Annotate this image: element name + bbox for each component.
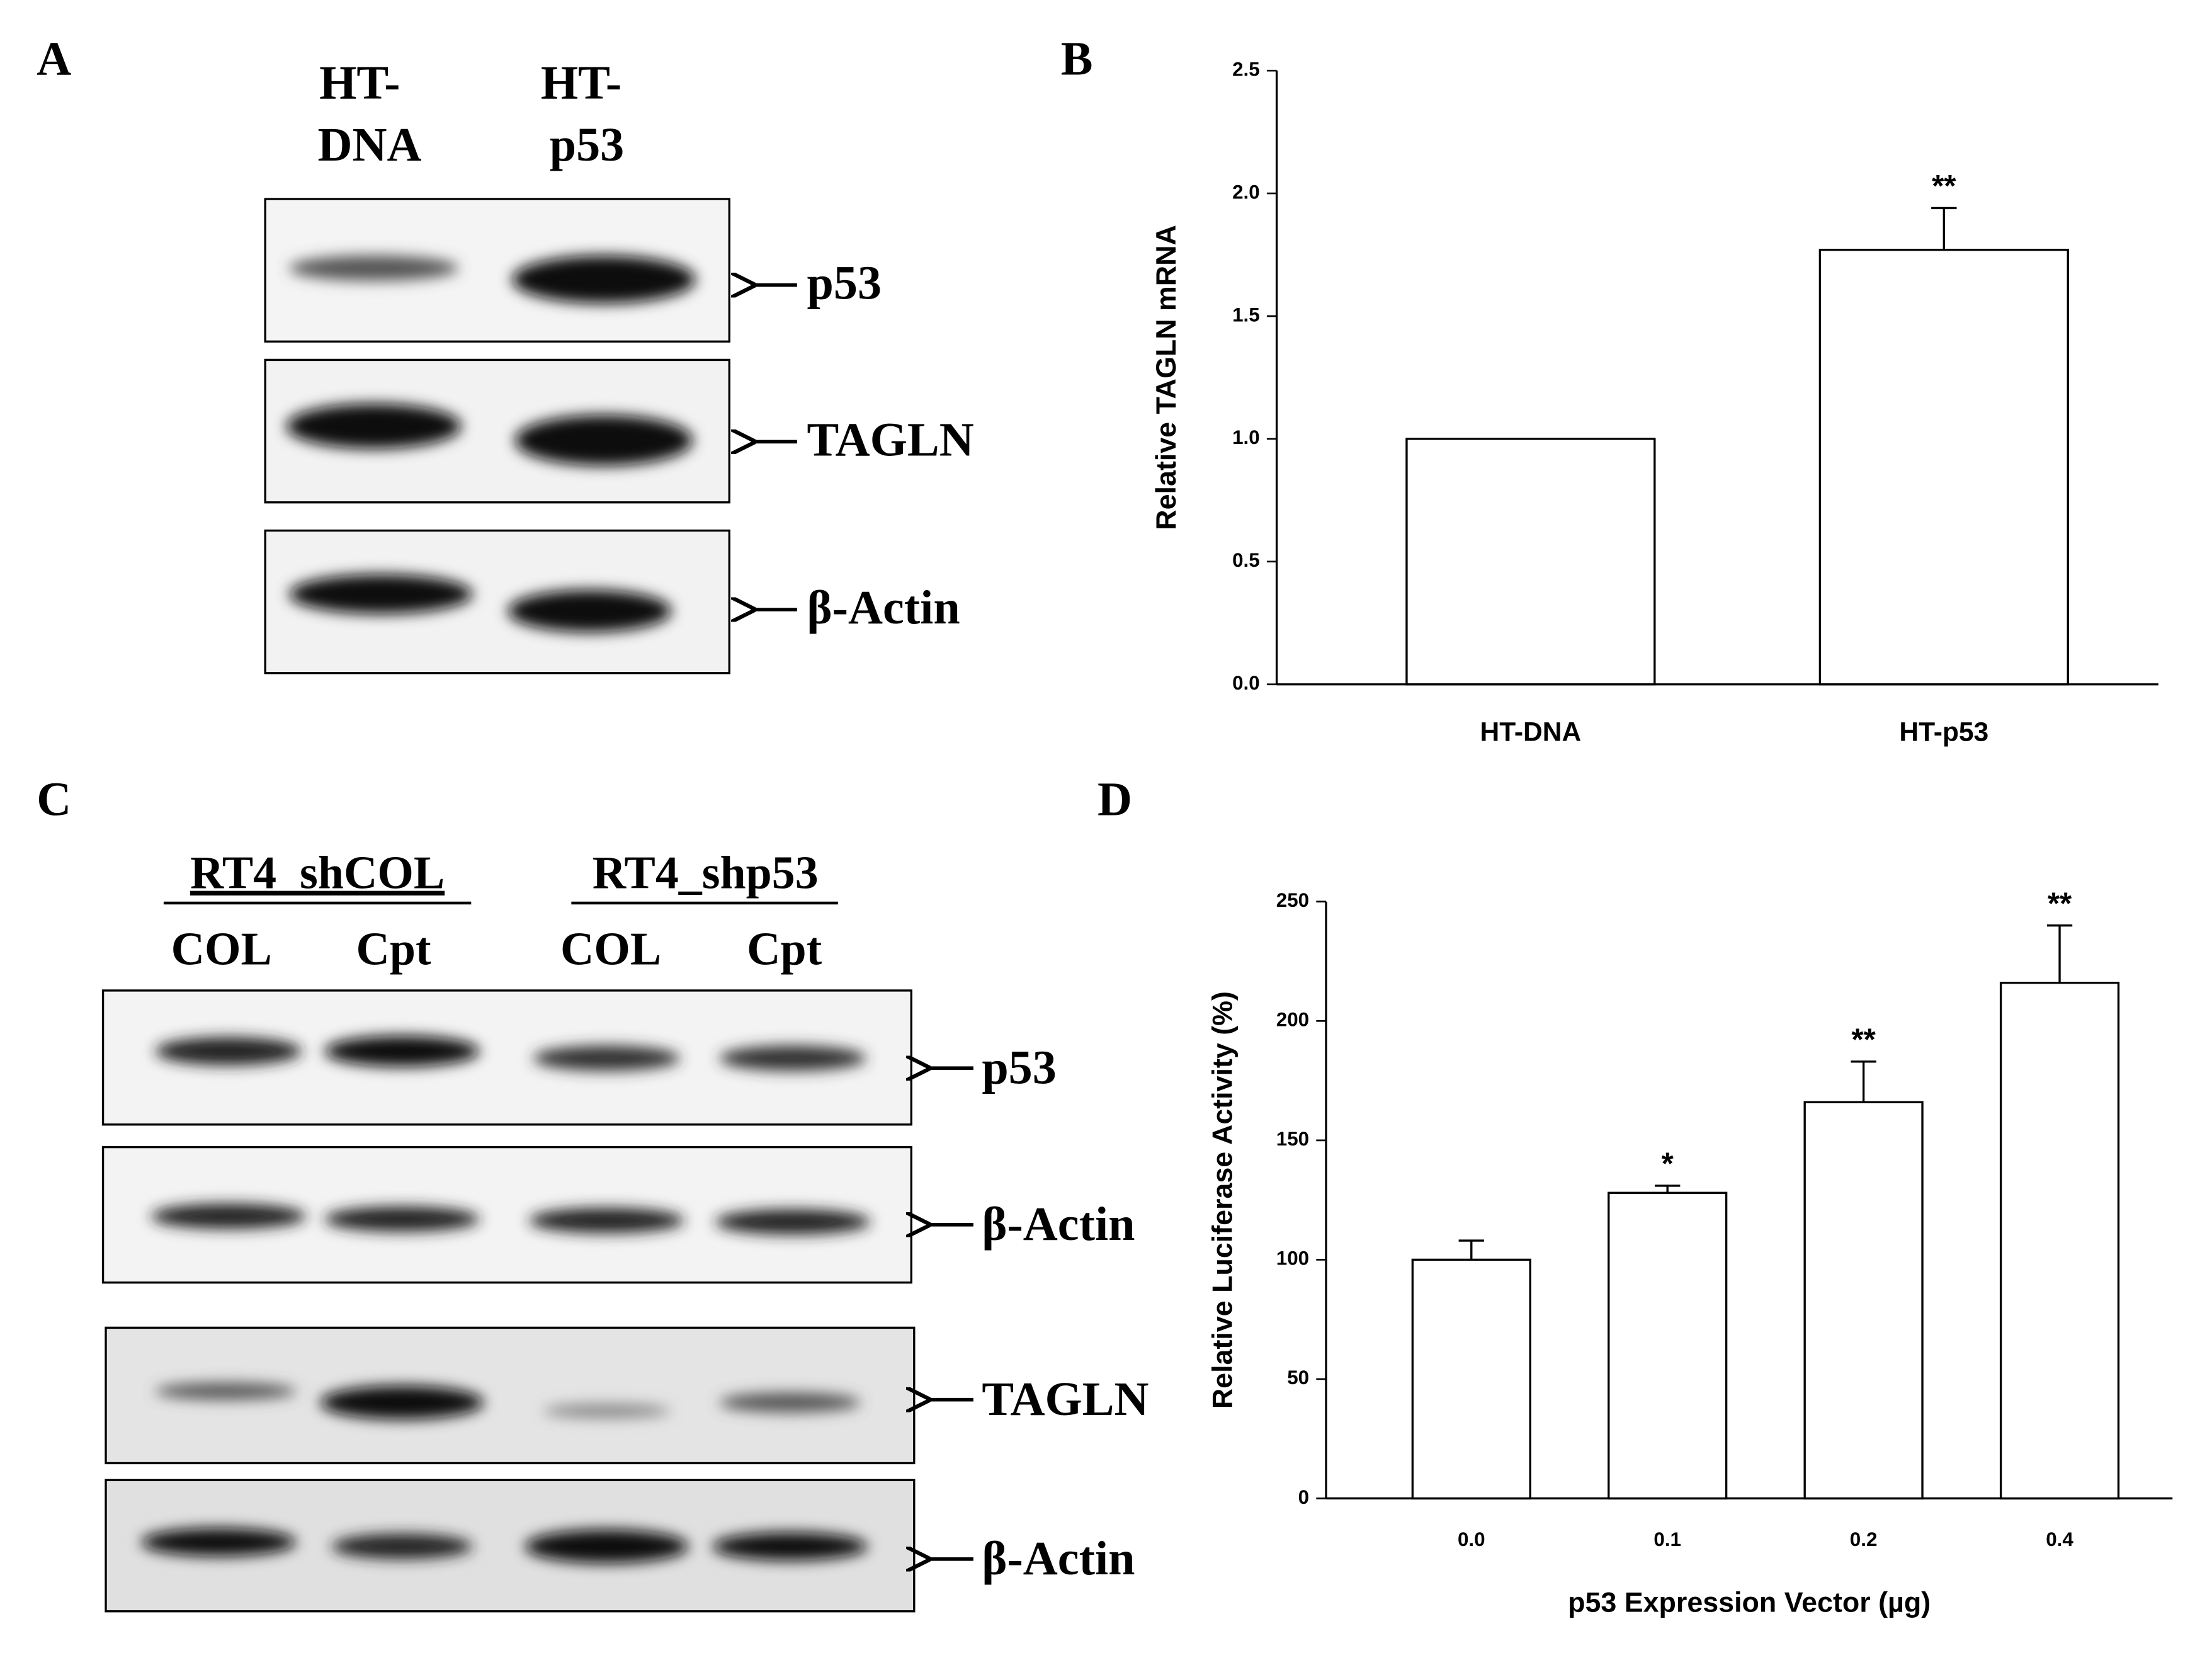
row-label: β-Actin	[807, 581, 960, 634]
y-tick-label: 100	[1276, 1247, 1309, 1270]
blot-a: HT- DNA HT- p53 p53 TAGLN β-Actin	[264, 57, 974, 674]
y-tick-label: 0.0	[1232, 672, 1260, 694]
significance: **	[2048, 886, 2072, 921]
lane-label: Cpt	[356, 923, 431, 975]
row-label: β-Actin	[982, 1532, 1135, 1585]
y-tick-label: 250	[1276, 889, 1309, 911]
error-bar	[1931, 207, 1957, 250]
lane-label: p53	[550, 118, 625, 171]
x-tick-label: HT-DNA	[1480, 717, 1582, 747]
panel-label: C	[37, 773, 71, 826]
x-axis-label: p53 Expression Vector (µg)	[1568, 1586, 1931, 1618]
bar	[1999, 981, 2120, 1500]
error-bar	[1458, 1239, 1484, 1260]
row-label: β-Actin	[982, 1198, 1135, 1251]
bar	[1818, 249, 2069, 686]
row-label: p53	[982, 1041, 1057, 1094]
panel-label: B	[1061, 32, 1093, 85]
x-tick-label: 0.0	[1458, 1528, 1485, 1550]
y-tick-label: 0.5	[1232, 549, 1260, 571]
lane-label: COL	[560, 923, 661, 975]
lane-label: COL	[171, 923, 272, 975]
y-axis-label: Relative Luciferase Activity (%)	[1207, 991, 1239, 1409]
error-bar	[1655, 1185, 1681, 1193]
row-label: TAGLN	[982, 1373, 1149, 1426]
lane-label: HT-	[541, 57, 621, 110]
y-tick-label: 150	[1276, 1128, 1309, 1150]
error-bar	[2046, 924, 2073, 983]
x-tick-label: HT-p53	[1899, 717, 1988, 747]
y-axis-label: Relative TAGLN mRNA	[1150, 225, 1182, 530]
lane-label: DNA	[317, 118, 421, 171]
y-tick-label: 2.0	[1232, 181, 1260, 203]
group-label: RT4_shp53	[593, 847, 819, 899]
x-tick-label: 0.1	[1653, 1528, 1681, 1550]
y-tick-label: 200	[1276, 1009, 1309, 1031]
significance: **	[1932, 169, 1956, 203]
y-tick-label: 1.0	[1232, 426, 1260, 448]
error-bar	[1851, 1060, 1876, 1103]
row-label: TAGLN	[807, 413, 974, 466]
bands	[141, 1035, 871, 1564]
panel-label: A	[37, 32, 71, 85]
lane-label: Cpt	[747, 923, 822, 975]
bar	[1411, 1258, 1531, 1500]
bar	[1608, 1191, 1728, 1500]
significance: *	[1662, 1147, 1674, 1181]
y-tick-label: 1.5	[1232, 304, 1260, 326]
row-label: p53	[807, 257, 882, 310]
lane-label: HT-	[319, 57, 400, 110]
y-tick-label: 50	[1287, 1367, 1309, 1389]
bands	[286, 255, 696, 632]
x-tick-label: 0.4	[2046, 1528, 2073, 1550]
panel-label: D	[1097, 773, 1132, 826]
bar	[1803, 1101, 1924, 1500]
y-tick-label: 2.5	[1232, 58, 1260, 80]
significance: **	[1851, 1022, 1876, 1057]
blot-c: RT4_shCOL RT4_shp53 COL Cpt COL Cpt	[101, 847, 1149, 1613]
x-tick-label: 0.2	[1850, 1528, 1878, 1550]
bar	[1405, 438, 1656, 686]
y-tick-label: 0	[1298, 1486, 1309, 1508]
group-label: RT4_shCOL	[190, 847, 445, 899]
